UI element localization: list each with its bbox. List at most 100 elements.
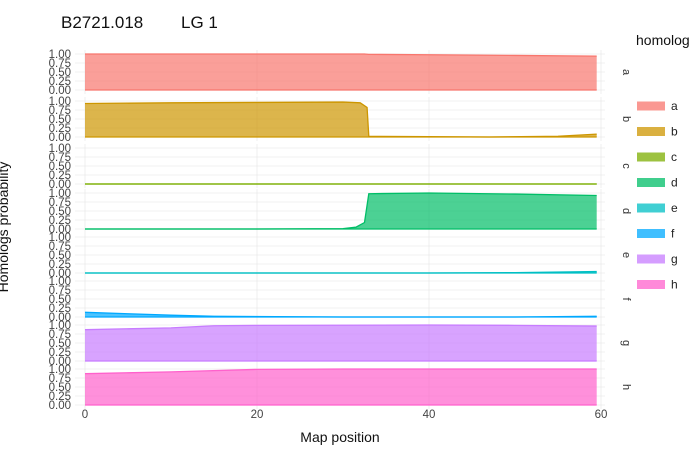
series-line-h	[84, 368, 597, 375]
y-tick-label: 1.00	[49, 143, 71, 155]
y-tick-label: 0.00	[49, 85, 71, 97]
facet-panels: 0.000.250.500.751.00a0.000.250.500.751.0…	[49, 49, 632, 412]
facet-panel-d: 0.000.250.500.751.00 d	[49, 188, 632, 236]
y-tick-label: 0.00	[49, 132, 71, 144]
legend-swatch	[637, 203, 665, 213]
facet-panel-g: 0.000.250.500.751.00 g	[49, 320, 632, 368]
y-tick-label: 0.50	[49, 294, 71, 306]
legend-label: h	[671, 278, 678, 292]
legend-title: homolog	[636, 32, 690, 48]
legend-label: d	[671, 176, 678, 190]
x-tick-label: 40	[423, 409, 436, 421]
y-tick-label: 0.25	[49, 347, 71, 359]
y-tick-label: 0.50	[49, 338, 71, 350]
y-tick-label: 0.50	[49, 67, 71, 79]
facet-panel-f: 0.000.250.500.751.00 f	[49, 276, 632, 324]
y-tick-label: 0.75	[49, 241, 71, 253]
legend-item-d: d	[637, 176, 678, 190]
legend-swatch	[637, 101, 665, 111]
y-tick-label: 0.50	[49, 206, 71, 218]
y-tick-label: 1.00	[49, 96, 71, 108]
legend-swatch	[637, 254, 665, 264]
series-line-a	[85, 53, 597, 57]
strip-label-a: a	[620, 69, 632, 76]
area-d	[85, 193, 597, 229]
x-tick-label: 20	[251, 409, 264, 421]
legend-item-e: e	[637, 201, 678, 215]
strip-label-d: d	[620, 208, 632, 214]
y-tick-label: 0.50	[49, 250, 71, 262]
area-a	[85, 54, 597, 90]
chart-title: B2721.018	[61, 13, 143, 32]
y-tick-label: 0.50	[49, 382, 71, 394]
area-b	[85, 102, 597, 137]
legend-label: a	[671, 99, 678, 113]
y-tick-label: 0.00	[49, 179, 71, 191]
facet-panel-b: 0.000.250.500.751.00 b	[49, 96, 632, 144]
chart-subtitle: LG 1	[181, 13, 218, 32]
legend-item-c: c	[637, 150, 677, 164]
y-tick-label: 0.25	[49, 123, 71, 135]
y-tick-label: 0.25	[49, 76, 71, 88]
strip-label-g: g	[620, 340, 632, 346]
y-tick-label: 0.75	[49, 329, 71, 341]
legend-label: g	[671, 252, 678, 266]
legend-swatch	[637, 280, 665, 289]
strip-label-f: f	[620, 297, 632, 301]
y-tick-label: 0.00	[49, 400, 71, 412]
legend-item-b: b	[637, 125, 678, 139]
y-tick-label: 0.75	[49, 58, 71, 70]
y-tick-label: 0.00	[49, 224, 71, 236]
y-tick-label: 0.25	[49, 303, 71, 315]
y-tick-label: 0.25	[49, 259, 71, 271]
y-tick-label: 0.50	[49, 161, 71, 173]
y-tick-label: 0.00	[49, 268, 71, 280]
legend-label: c	[671, 150, 677, 164]
y-tick-label: 1.00	[49, 49, 71, 61]
legend-swatch	[637, 229, 665, 238]
y-tick-label: 0.25	[49, 170, 71, 182]
x-tick-label: 60	[595, 409, 608, 421]
x-axis: 0 20 40 60	[82, 409, 608, 421]
y-tick-label: 0.75	[49, 285, 71, 297]
legend-swatch	[637, 178, 665, 187]
legend-item-f: f	[637, 227, 675, 241]
legend-item-a: a	[637, 99, 678, 113]
y-tick-label: 1.00	[49, 276, 71, 288]
legend-label: b	[671, 125, 678, 139]
x-tick-label: 0	[82, 409, 88, 421]
facet-panel-h: 0.000.250.500.751.00 h	[49, 364, 632, 412]
y-tick-label: 1.00	[49, 188, 71, 200]
y-axis-label: Homologs probability	[0, 162, 11, 293]
y-tick-label: 0.25	[49, 391, 71, 403]
legend-swatch	[637, 152, 665, 162]
strip-label-b: b	[620, 116, 632, 122]
legend-label: e	[671, 201, 678, 215]
y-tick-label: 0.75	[49, 105, 71, 117]
strip-label-c: c	[620, 163, 632, 169]
legend-item-g: g	[637, 252, 678, 266]
y-tick-label: 0.50	[49, 114, 71, 126]
facet-panel-e: 0.000.250.500.751.00 e	[49, 232, 632, 280]
facet-panel-c: 0.000.250.500.751.00 c	[49, 143, 632, 191]
area-g	[85, 325, 597, 361]
y-tick-label: 0.00	[49, 356, 71, 368]
y-tick-label: 0.25	[49, 215, 71, 227]
y-tick-label: 0.75	[49, 197, 71, 209]
strip-label-e: e	[620, 252, 632, 258]
y-tick-label: 0.75	[49, 152, 71, 164]
x-axis-label: Map position	[300, 429, 379, 445]
legend-swatch	[637, 127, 665, 136]
y-tick-label: 1.00	[49, 320, 71, 332]
legend-label: f	[671, 227, 675, 241]
y-tick-label: 1.00	[49, 232, 71, 244]
y-tick-label: 0.00	[49, 312, 71, 324]
y-tick-label: 1.00	[49, 364, 71, 376]
facet-panel-a: 0.000.250.500.751.00 a	[49, 49, 632, 97]
series-line-g	[84, 324, 597, 331]
area-h	[85, 369, 597, 405]
strip-label-h: h	[620, 384, 632, 390]
y-tick-label: 0.75	[49, 373, 71, 385]
